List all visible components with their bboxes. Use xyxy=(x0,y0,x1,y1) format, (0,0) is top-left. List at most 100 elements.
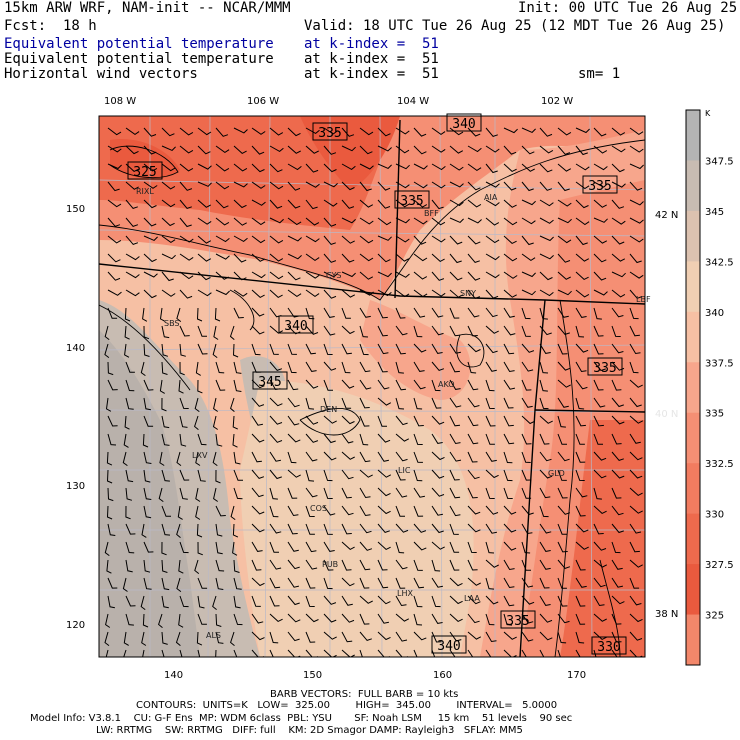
wind-barb xyxy=(431,379,441,392)
wind-barb xyxy=(233,613,243,626)
wind-barb xyxy=(105,397,112,412)
station-label: LHX xyxy=(397,589,413,598)
wind-barb xyxy=(179,181,193,191)
wind-barb xyxy=(539,289,554,297)
wind-barb xyxy=(377,649,391,657)
wind-barb xyxy=(485,433,495,445)
wind-barb xyxy=(287,577,300,588)
wind-barb xyxy=(521,271,536,278)
wind-barb xyxy=(449,307,460,319)
wind-barb xyxy=(593,505,607,514)
wind-barb xyxy=(539,469,553,479)
wind-barb xyxy=(305,325,319,335)
wind-barb xyxy=(593,469,607,479)
wind-barb xyxy=(467,325,478,337)
wind-barb xyxy=(557,505,571,515)
wind-barb xyxy=(395,595,407,607)
wind-barb xyxy=(233,379,242,392)
wind-barb xyxy=(161,595,169,609)
wind-barb xyxy=(629,559,643,568)
wind-barb xyxy=(503,541,517,551)
field1-name: Equivalent potential temperature xyxy=(4,36,274,52)
wind-barb xyxy=(305,361,317,372)
wind-barb xyxy=(539,487,551,499)
wind-barb xyxy=(230,397,235,412)
wind-barb xyxy=(449,181,464,188)
wind-barb xyxy=(232,523,239,538)
wind-barb xyxy=(305,631,316,643)
wind-barb xyxy=(251,271,266,279)
wind-barb xyxy=(287,397,300,408)
colorbar-label: 332.5 xyxy=(705,459,734,470)
wind-barb xyxy=(341,181,355,191)
wind-barb xyxy=(305,145,319,154)
wind-barb xyxy=(143,541,154,553)
wind-barb xyxy=(629,505,643,514)
wind-barb xyxy=(431,631,442,643)
wind-barb xyxy=(485,127,498,137)
station-label: LXV xyxy=(192,451,208,460)
wind-barb xyxy=(485,649,492,657)
wind-barb xyxy=(269,595,280,607)
wind-barb xyxy=(539,505,549,518)
wind-barb xyxy=(251,469,265,479)
contour-label: 335 xyxy=(593,361,616,376)
wind-barb xyxy=(251,307,265,317)
wind-barb xyxy=(141,631,147,646)
wind-barb xyxy=(161,289,176,297)
wind-barb xyxy=(377,163,392,169)
wind-barb xyxy=(194,559,200,574)
wind-barb xyxy=(124,415,130,430)
wind-barb xyxy=(629,379,643,388)
wind-barb xyxy=(449,199,464,207)
contour-label-box xyxy=(127,161,163,180)
wind-barb xyxy=(521,145,535,155)
station-label: AIA xyxy=(484,193,498,202)
wind-barb xyxy=(197,325,207,337)
wind-barb xyxy=(124,307,131,322)
wind-barb xyxy=(395,289,410,298)
wind-barb xyxy=(521,433,532,445)
wind-barb xyxy=(431,253,445,263)
wind-barb xyxy=(251,343,261,356)
wind-barb xyxy=(107,379,118,391)
wind-barb xyxy=(485,451,497,462)
wind-barb xyxy=(269,631,279,644)
wind-barb xyxy=(467,253,480,263)
wind-barb xyxy=(341,271,356,278)
wind-barb xyxy=(323,271,338,278)
wind-barb xyxy=(575,631,585,644)
wind-barb xyxy=(143,127,157,137)
wind-barb xyxy=(143,181,158,189)
contour-label: 330 xyxy=(597,640,620,655)
wind-barb xyxy=(485,577,495,590)
wind-barb xyxy=(539,181,553,191)
wind-barb xyxy=(143,397,151,411)
wind-barb xyxy=(197,379,203,394)
wind-barb xyxy=(197,271,211,281)
wind-barb xyxy=(485,487,495,499)
top-axis: 108 W 106 W 104 W 102 W xyxy=(104,96,573,107)
wind-barb xyxy=(413,307,426,318)
wind-barb xyxy=(323,253,337,263)
wind-barb xyxy=(539,217,554,224)
wind-barb xyxy=(395,217,410,224)
wind-barb xyxy=(557,595,568,607)
wind-barb xyxy=(269,649,274,657)
wind-barb xyxy=(323,541,335,552)
wind-barb xyxy=(629,541,640,553)
wind-barb xyxy=(269,505,279,518)
station-label: BFF xyxy=(424,209,439,218)
wind-barb xyxy=(323,451,337,461)
wind-barb xyxy=(123,631,129,646)
wind-barb xyxy=(125,595,136,607)
wind-barb xyxy=(142,433,149,448)
wind-barb xyxy=(214,307,221,322)
colorbar-swatch xyxy=(686,160,700,212)
wind-barb xyxy=(575,361,587,373)
wind-barb xyxy=(212,343,218,358)
wind-barb xyxy=(413,361,425,372)
wind-barb xyxy=(629,271,644,279)
wind-barb xyxy=(467,595,481,605)
wind-barb xyxy=(377,397,392,406)
